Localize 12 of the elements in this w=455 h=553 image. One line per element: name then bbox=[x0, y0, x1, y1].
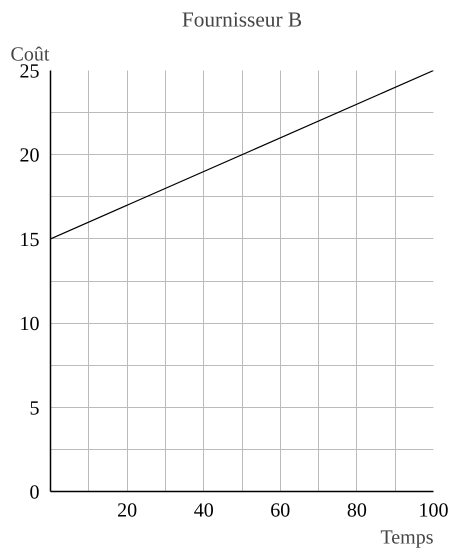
chart-title: Fournisseur B bbox=[182, 8, 302, 32]
y-tick-label: 0 bbox=[30, 482, 40, 504]
x-tick-label: 60 bbox=[270, 500, 290, 522]
x-axis-title: Temps bbox=[380, 526, 434, 548]
y-tick-label: 5 bbox=[30, 397, 40, 420]
y-tick-label: 10 bbox=[20, 313, 40, 336]
x-tick-label: 40 bbox=[194, 500, 214, 522]
x-tick-label: 100 bbox=[418, 500, 448, 522]
x-tick-label: 20 bbox=[117, 500, 138, 522]
x-tick-label: 80 bbox=[346, 500, 367, 522]
y-tick-label: 15 bbox=[20, 228, 40, 251]
y-tick-label: 20 bbox=[20, 144, 40, 167]
